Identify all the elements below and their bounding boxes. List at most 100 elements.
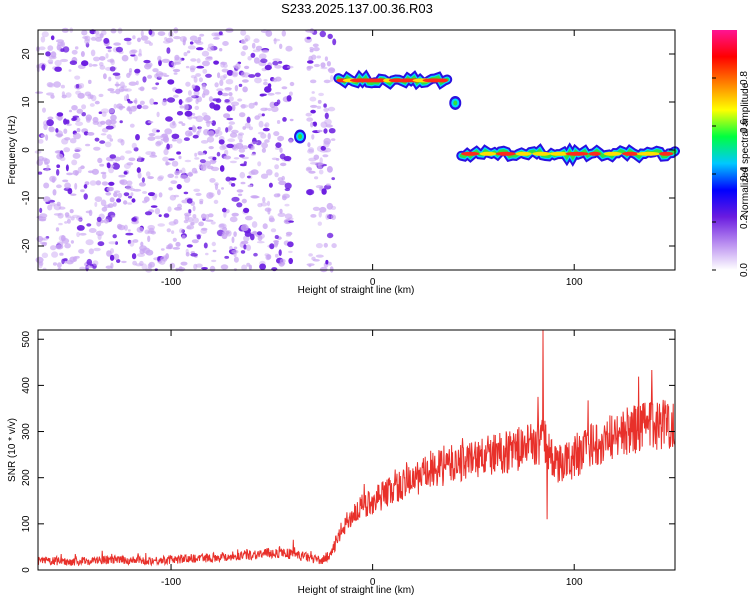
noise-speck: [42, 107, 46, 113]
noise-speck: [220, 61, 226, 68]
noise-speck: [167, 79, 175, 85]
noise-speck: [211, 32, 219, 37]
noise-speck: [37, 171, 43, 175]
noise-speck: [329, 266, 334, 273]
noise-speck: [171, 133, 180, 139]
noise-speck: [226, 117, 234, 121]
noise-speck: [310, 104, 318, 108]
track-hotspot: [603, 151, 622, 156]
noise-speck: [316, 105, 322, 109]
noise-speck: [127, 202, 133, 205]
noise-speck: [85, 114, 93, 121]
noise-speck: [158, 175, 165, 180]
noise-speck: [307, 142, 311, 148]
noise-speck: [305, 112, 312, 117]
noise-speck: [115, 46, 123, 53]
noise-speck: [112, 72, 121, 76]
noise-speck: [323, 107, 329, 112]
noise-speck: [142, 191, 148, 194]
noise-speck: [202, 60, 210, 67]
noise-speck: [102, 173, 107, 180]
noise-speck: [214, 129, 220, 135]
noise-speck: [92, 120, 100, 125]
noise-speck: [135, 80, 139, 86]
noise-speck: [128, 81, 137, 86]
noise-speck: [99, 140, 106, 144]
snr-ytick-label: 100: [21, 515, 32, 532]
noise-speck: [53, 81, 61, 88]
noise-speck: [201, 112, 208, 117]
noise-speck: [231, 129, 239, 134]
noise-speck: [221, 68, 229, 73]
noise-speck: [139, 86, 145, 92]
noise-speck: [193, 90, 200, 97]
noise-speck: [165, 37, 174, 43]
noise-speck: [193, 76, 198, 83]
noise-speck: [151, 128, 159, 134]
noise-speck: [255, 45, 263, 51]
noise-speck: [108, 241, 117, 245]
noise-speck: [101, 111, 107, 117]
noise-speck: [203, 129, 210, 136]
noise-speck: [43, 196, 51, 203]
noise-speck: [137, 37, 141, 43]
noise-speck: [156, 140, 164, 146]
noise-speck: [198, 77, 203, 83]
noise-speck: [164, 136, 169, 141]
noise-speck: [183, 52, 188, 57]
noise-speck: [103, 73, 107, 80]
snr-panel: -100 0 100 0 100 200 300 400 500 Height of strai…: [7, 329, 676, 596]
noise-speck: [103, 37, 110, 44]
noise-speck: [314, 176, 319, 180]
noise-speck: [272, 58, 281, 62]
noise-speck: [174, 170, 181, 175]
noise-speck: [132, 35, 136, 40]
noise-speck: [100, 30, 107, 36]
noise-speck: [323, 128, 328, 134]
noise-speck: [171, 138, 177, 142]
noise-speck: [188, 171, 193, 177]
snr-ytick-label: 300: [21, 423, 32, 440]
noise-speck: [169, 262, 176, 269]
colorbar-gradient: [712, 30, 737, 270]
noise-speck: [63, 128, 68, 134]
noise-speck: [141, 177, 145, 183]
noise-speck: [275, 142, 282, 149]
noise-speck: [142, 105, 149, 110]
noise-speck: [175, 88, 183, 94]
noise-speck: [282, 117, 287, 122]
noise-speck: [66, 172, 74, 176]
noise-speck: [76, 215, 83, 221]
noise-speck: [219, 48, 223, 52]
noise-speck: [239, 139, 243, 143]
noise-speck: [266, 169, 273, 176]
noise-speck: [81, 60, 89, 67]
spec-xtick-label: -100: [161, 277, 181, 288]
noise-speck: [212, 156, 217, 161]
noise-speck: [184, 110, 193, 117]
noise-speck: [224, 99, 230, 103]
noise-speck: [240, 51, 246, 57]
noise-speck: [233, 256, 239, 263]
noise-speck: [137, 253, 145, 257]
noise-speck: [94, 100, 100, 105]
noise-speck: [257, 113, 263, 118]
snr-series-line: [37, 329, 676, 567]
noise-speck: [261, 93, 267, 97]
noise-speck: [39, 207, 43, 213]
spec-ytick-label: -10: [21, 190, 32, 205]
noise-speck: [188, 209, 192, 214]
noise-speck: [117, 138, 124, 143]
noise-speck: [47, 204, 53, 211]
noise-speck: [91, 94, 97, 102]
noise-speck: [265, 254, 271, 261]
noise-speck: [331, 138, 336, 141]
noise-speck: [157, 31, 166, 36]
noise-speck: [48, 55, 57, 60]
noise-speck: [161, 58, 170, 64]
noise-speck: [153, 101, 158, 105]
noise-speck: [244, 34, 251, 42]
noise-speck: [231, 236, 235, 244]
noise-speck: [172, 247, 181, 250]
